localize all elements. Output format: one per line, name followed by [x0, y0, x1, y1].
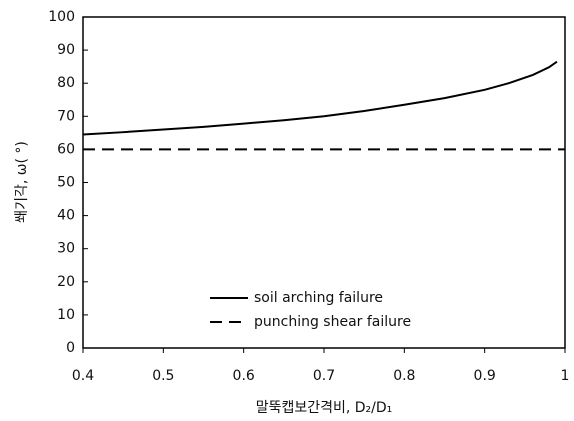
y-tick-label: 90 [57, 42, 75, 58]
y-axis-label: 쐐기각, ω( °) [14, 141, 30, 223]
y-tick-label: 0 [66, 340, 75, 356]
x-tick-label: 0.8 [393, 368, 415, 384]
y-tick-label: 50 [57, 175, 75, 191]
series-line [82, 60, 558, 136]
legend-label: punching shear failure [254, 314, 411, 330]
y-tick-label: 10 [57, 307, 75, 323]
x-tick-label: 0.5 [152, 368, 174, 384]
y-tick-label: 100 [48, 9, 75, 25]
x-tick-label: 0.9 [474, 368, 496, 384]
y-tick-label: 30 [57, 241, 75, 257]
y-tick-label: 60 [57, 141, 75, 157]
y-tick-label: 20 [57, 274, 75, 290]
x-axis-label: 말뚝캡보간격비, D₂/D₁ [256, 400, 393, 416]
x-tick-label: 0.4 [72, 368, 94, 384]
legend-label: soil arching failure [254, 290, 383, 306]
x-tick-label: 0.6 [233, 368, 255, 384]
y-tick-label: 40 [57, 208, 75, 224]
y-tick-label: 80 [57, 75, 75, 91]
x-tick-label: 0.7 [313, 368, 335, 384]
x-tick-label: 1 [561, 368, 570, 384]
y-tick-label: 70 [57, 108, 75, 124]
